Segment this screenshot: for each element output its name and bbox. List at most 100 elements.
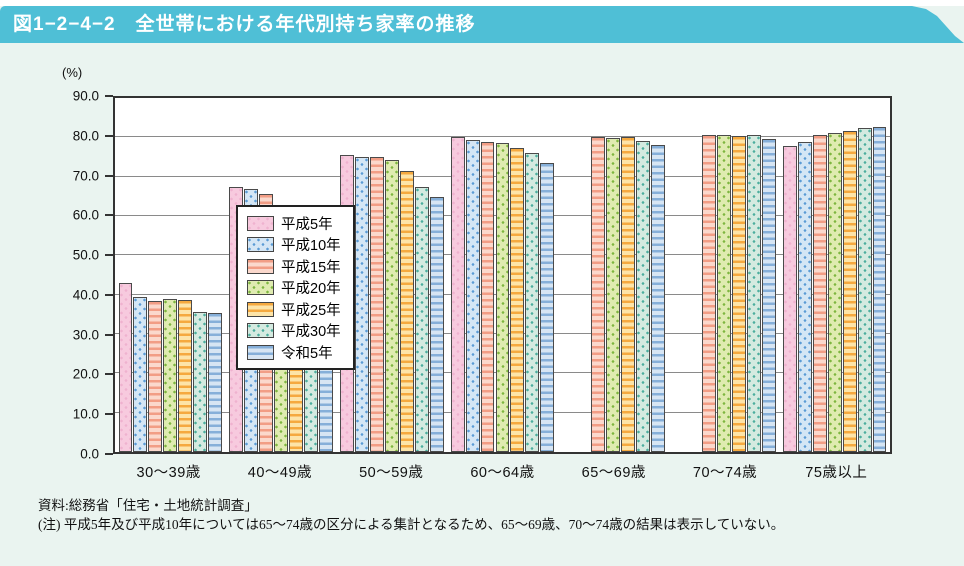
legend-swatch-icon — [247, 215, 274, 231]
bar-平成25年-60〜64歳 — [510, 147, 525, 452]
legend-label: 平成10年 — [281, 238, 341, 254]
bar-平成25年-65〜69歳 — [621, 136, 636, 452]
bar-slot — [731, 98, 746, 452]
bar-令和5年-75歳以上 — [872, 127, 887, 452]
bar-slot — [163, 98, 178, 452]
figure-title-band: 図1−2−4−2 全世帯における年代別持ち家率の推移 — [0, 6, 964, 43]
bar-slot — [782, 98, 797, 452]
bar-slot — [621, 98, 636, 452]
bar-平成30年-70〜74歳 — [746, 134, 761, 452]
legend-swatch-icon — [247, 344, 274, 360]
bar-slot — [525, 98, 540, 452]
x-axis-label-60〜64歳: 60〜64歳 — [470, 465, 535, 481]
bar-group-65〜69歳 — [558, 98, 669, 452]
plot-area: 平成5年平成10年平成15年平成20年平成25年平成30年令和5年 — [113, 96, 892, 454]
figure-title: 図1−2−4−2 全世帯における年代別持ち家率の推移 — [13, 14, 476, 35]
bar-slot — [672, 98, 687, 452]
bar-slot — [414, 98, 429, 452]
legend-item-平成25年: 平成25年 — [247, 300, 341, 319]
bar-平成30年-60〜64歳 — [525, 153, 540, 452]
bar-平成20年-65〜69歳 — [606, 137, 621, 452]
chart-legend: 平成5年平成10年平成15年平成20年平成25年平成30年令和5年 — [236, 205, 355, 370]
bar-令和5年-50〜59歳 — [429, 196, 444, 452]
gridline-80 — [115, 136, 890, 138]
legend-item-令和5年: 令和5年 — [247, 343, 341, 362]
x-axis-label-50〜59歳: 50〜59歳 — [359, 465, 424, 481]
legend-item-平成5年: 平成5年 — [247, 214, 341, 233]
top-margin-strip — [0, 0, 964, 6]
bar-平成30年-65〜69歳 — [636, 140, 651, 452]
legend-label: 平成20年 — [281, 281, 341, 297]
bar-slot — [687, 98, 702, 452]
bar-slot — [450, 98, 465, 452]
bar-平成30年-50〜59歳 — [414, 186, 429, 452]
y-tick-mark-90 — [105, 95, 113, 97]
bar-slot — [369, 98, 384, 452]
bar-平成25年-50〜59歳 — [399, 170, 414, 452]
y-tick-label-20: 20.0 — [72, 366, 99, 382]
bar-group-30〜39歳 — [115, 98, 226, 452]
bar-平成20年-75歳以上 — [827, 133, 842, 452]
bar-slot — [465, 98, 480, 452]
y-tick-mark-30 — [105, 333, 113, 336]
y-tick-label-80: 80.0 — [72, 128, 99, 144]
bar-平成20年-70〜74歳 — [716, 135, 731, 452]
bar-平成10年-60〜64歳 — [465, 140, 480, 452]
bar-平成25年-30〜39歳 — [178, 300, 193, 452]
legend-label: 平成25年 — [281, 302, 341, 319]
legend-label: 平成5年 — [281, 216, 333, 233]
bar-slot — [429, 98, 444, 452]
legend-swatch-icon — [247, 323, 274, 338]
legend-item-平成10年: 平成10年 — [247, 236, 341, 254]
y-tick-mark-20 — [105, 373, 113, 376]
footnotes: 資料:総務省「住宅・土地統計調査」 (注) 平成5年及び平成10年については65… — [38, 496, 938, 534]
legend-item-平成15年: 平成15年 — [247, 257, 341, 276]
x-axis-label-70〜74歳: 70〜74歳 — [692, 465, 758, 481]
bar-slot — [636, 98, 651, 452]
bar-slot — [827, 98, 842, 452]
legend-swatch-icon — [247, 237, 274, 252]
bar-groups — [115, 98, 890, 452]
y-tick-mark-70 — [105, 174, 113, 177]
bar-slot — [797, 98, 812, 452]
bar-slot — [591, 98, 606, 452]
bar-令和5年-70〜74歳 — [761, 138, 776, 452]
bar-平成20年-50〜59歳 — [384, 159, 399, 452]
y-tick-mark-10 — [105, 413, 113, 416]
bar-slot — [702, 98, 717, 452]
bar-令和5年-60〜64歳 — [540, 162, 555, 452]
y-tick-label-40: 40.0 — [72, 287, 99, 303]
y-tick-label-60: 60.0 — [72, 207, 99, 223]
bar-slot — [716, 98, 731, 452]
bar-slot — [606, 98, 621, 452]
bar-平成15年-60〜64歳 — [480, 141, 495, 452]
legend-label: 平成15年 — [281, 259, 341, 276]
y-tick-label-30: 30.0 — [72, 327, 99, 343]
bar-令和5年-65〜69歳 — [651, 144, 666, 452]
bar-slot — [480, 98, 495, 452]
source-note: 資料:総務省「住宅・土地統計調査」 — [38, 498, 258, 513]
bar-slot — [193, 98, 208, 452]
y-tick-label-90: 90.0 — [72, 88, 99, 104]
y-tick-label-0: 0.0 — [80, 446, 99, 462]
y-tick-mark-0 — [105, 453, 113, 455]
bar-slot — [208, 98, 223, 452]
legend-label: 平成30年 — [281, 324, 341, 340]
bar-slot — [761, 98, 776, 452]
bar-slot — [812, 98, 827, 452]
bar-平成15年-65〜69歳 — [591, 137, 606, 452]
bar-平成15年-50〜59歳 — [369, 157, 384, 452]
bar-slot — [399, 98, 414, 452]
y-axis-unit-label: (%) — [62, 65, 83, 80]
x-axis-labels: 30〜39歳 40〜49歳 50〜59歳 60〜64歳 65〜69歳 70〜74歳 75歳以… — [113, 461, 892, 482]
bar-group-70〜74歳 — [669, 98, 780, 452]
bar-平成30年-75歳以上 — [857, 127, 872, 452]
bar-令和5年-30〜39歳 — [208, 312, 223, 452]
bar-slot — [118, 98, 133, 452]
y-tick-label-10: 10.0 — [72, 406, 99, 422]
method-note: (注) 平成5年及び平成10年については65〜74歳の区分による集計となるため、… — [38, 517, 785, 532]
y-tick-label-70: 70.0 — [72, 168, 99, 184]
x-axis-label-30〜39歳: 30〜39歳 — [136, 465, 201, 481]
bar-slot — [495, 98, 510, 452]
bar-平成5年-30〜39歳 — [118, 282, 133, 452]
